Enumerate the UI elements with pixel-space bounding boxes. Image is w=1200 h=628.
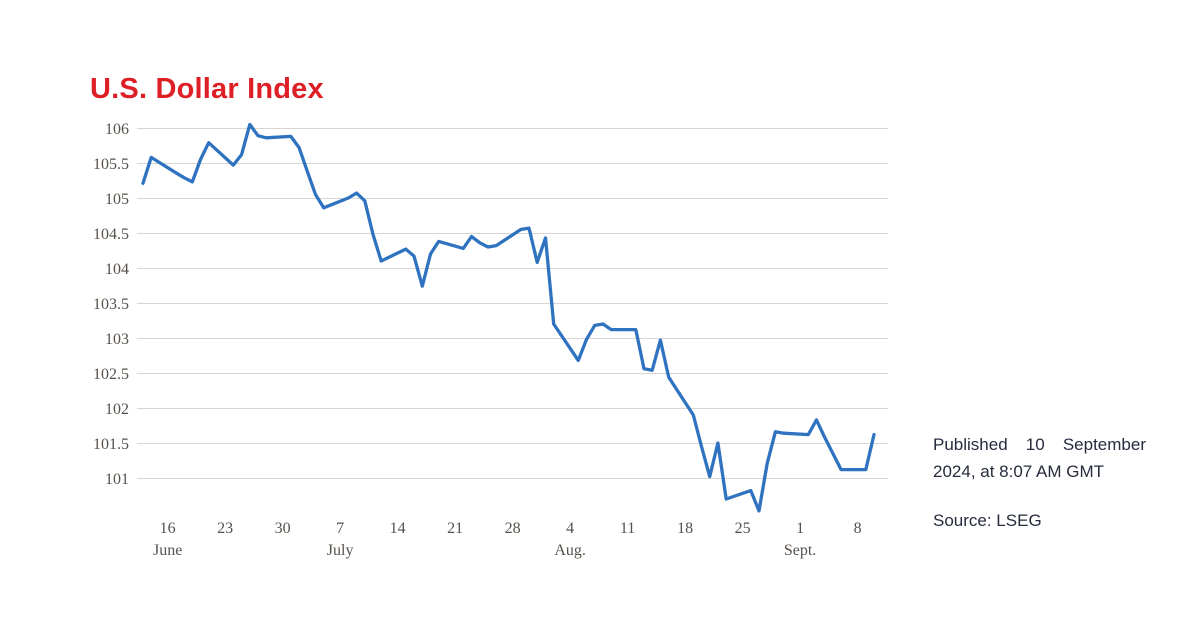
y-tick-label: 103.5 [93, 296, 129, 313]
x-tick-label: 7 [336, 520, 344, 537]
source-attribution: Source: LSEG [933, 511, 1042, 530]
page-title: U.S. Dollar Index [90, 73, 324, 106]
x-tick-label: 16 [160, 520, 176, 537]
x-tick-label: 25 [735, 520, 751, 537]
y-tick-label: 102.5 [93, 366, 129, 383]
y-tick-label: 103 [105, 331, 129, 348]
x-tick-label: 8 [854, 520, 862, 537]
y-tick-label: 101 [105, 471, 129, 488]
x-month-label: June [153, 542, 182, 559]
y-tick-label: 104.5 [93, 226, 129, 243]
price-line [141, 122, 876, 513]
x-month-label: Sept. [784, 542, 816, 559]
x-tick-label: 30 [275, 520, 291, 537]
y-tick-label: 105.5 [93, 156, 129, 173]
y-tick-label: 105 [105, 191, 129, 208]
x-tick-label: 14 [390, 520, 406, 537]
y-tick-label: 101.5 [93, 436, 129, 453]
y-tick-label: 106 [105, 121, 129, 138]
x-tick-label: 4 [566, 520, 574, 537]
x-tick-label: 18 [677, 520, 693, 537]
x-month-label: July [327, 542, 354, 559]
x-tick-label: 23 [217, 520, 233, 537]
y-tick-label: 102 [105, 401, 129, 418]
x-month-label: Aug. [554, 542, 586, 559]
x-tick-label: 21 [447, 520, 463, 537]
x-tick-label: 11 [620, 520, 635, 537]
published-timestamp: Published 10 September 2024, at 8:07 AM … [933, 435, 1146, 481]
x-tick-label: 1 [796, 520, 804, 537]
x-tick-label: 28 [505, 520, 521, 537]
y-tick-label: 104 [105, 261, 129, 278]
